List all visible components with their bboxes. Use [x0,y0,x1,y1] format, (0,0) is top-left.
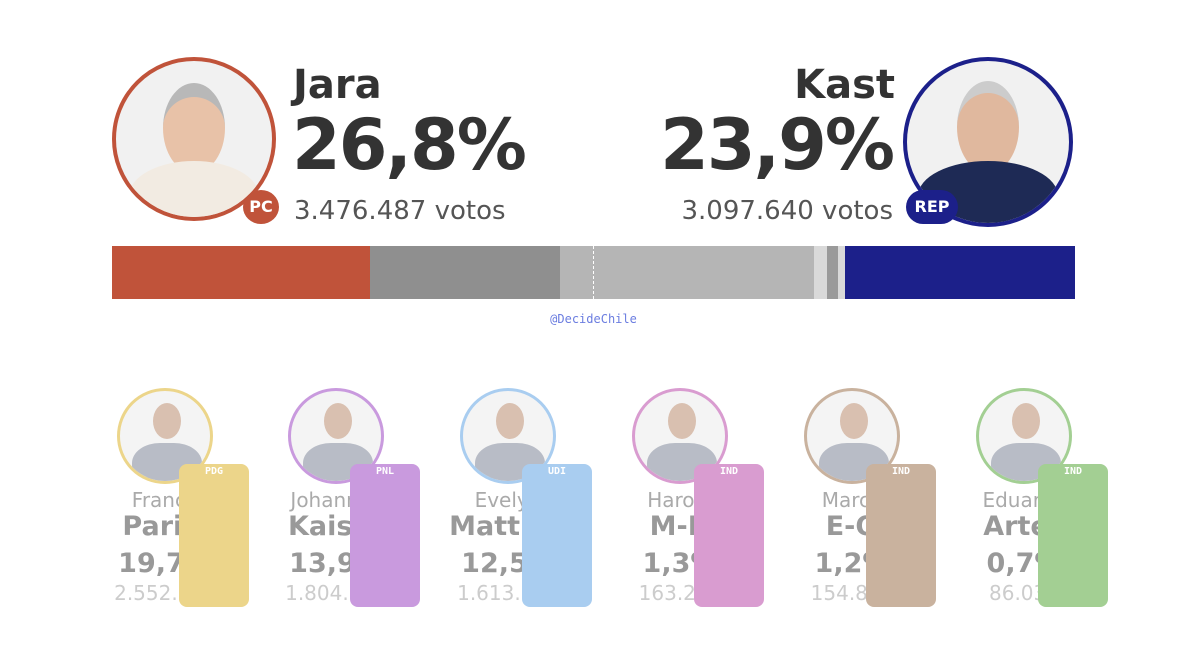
midline-marker [593,246,594,299]
candidate-card: Evelyn Matthei 12,5% 1.613.726 UDI [428,388,592,607]
bar-segment [814,246,827,299]
bar-segment [693,246,815,299]
candidate-card: Eduardo Artés 0,7% 86.037 IND [944,388,1108,607]
party-badge-rep: REP [906,190,958,224]
candidate-photo [117,388,213,484]
leader-name-kast: Kast [794,62,895,108]
bar-segment [838,246,845,299]
leader-percent-jara: 26,8% [292,104,527,186]
jara-photo [112,57,276,221]
candidate-photo [288,388,384,484]
leader-votes-kast: 3.097.640 votos [681,196,893,226]
party-badge: IND [866,464,936,607]
party-badge: UDI [522,464,592,607]
party-badge: IND [694,464,764,607]
leader-percent-kast: 23,9% [660,104,895,186]
party-badge: IND [1038,464,1108,607]
leader-votes-jara: 3.476.487 votos [294,196,506,226]
bar-segment [559,246,694,299]
party-badge-pc: PC [243,190,279,224]
credit: @DecideChile [550,312,637,326]
leader-name-jara: Jara [293,62,382,108]
candidate-card: Marco E-O 1,2% 154.836 IND [772,388,936,607]
bar-segment [370,246,560,299]
candidate-card: Johannes Kaiser 13,9% 1.804.680 PNL [256,388,420,607]
party-badge: PNL [350,464,420,607]
bar-segment [112,246,371,299]
candidate-card: Franco Parisi 19,7% 2.552.571 PDG [85,388,249,607]
candidate-card: Harold M-N 1,3% 163.263 IND [600,388,764,607]
bar-segment [826,246,839,299]
party-badge: PDG [179,464,249,607]
bar-segment [844,246,1075,299]
